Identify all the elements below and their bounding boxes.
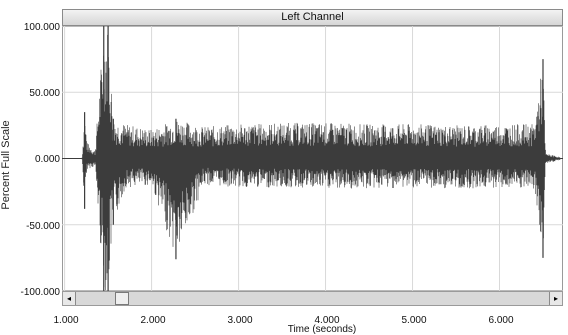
x-axis-label: Time (seconds) (287, 324, 357, 335)
scroll-thumb[interactable] (115, 292, 129, 305)
y-axis-label: Percent Full Scale (0, 120, 12, 210)
x-tick-label: 2.000 (140, 315, 166, 326)
horizontal-scrollbar[interactable]: ◂ ▸ (62, 291, 563, 306)
y-tick-label: -50.000 (26, 221, 60, 232)
x-tick-label: 6.000 (488, 315, 514, 326)
y-tick-label: -100.000 (20, 287, 60, 298)
scroll-right-button[interactable]: ▸ (549, 292, 562, 305)
chart-title: Left Channel (62, 9, 563, 26)
y-tick-label: 100.000 (23, 22, 60, 33)
x-tick-label: 5.000 (401, 315, 427, 326)
y-tick-label: 50.000 (29, 88, 60, 99)
x-tick-label: 3.000 (227, 315, 253, 326)
x-tick-label: 4.000 (314, 315, 340, 326)
y-tick-label: 0.000 (34, 154, 60, 165)
waveform-plot (62, 26, 563, 291)
scroll-left-button[interactable]: ◂ (63, 292, 76, 305)
x-tick-label: 1.000 (53, 315, 79, 326)
